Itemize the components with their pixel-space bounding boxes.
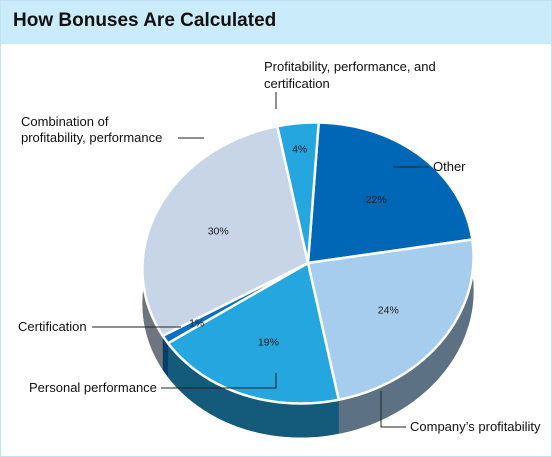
- label-ppc-line1: Profitability, performance, and: [264, 59, 436, 74]
- label-combination-line2: profitability, performance: [21, 130, 162, 145]
- label-other: Other: [433, 159, 466, 174]
- leader-company: [380, 391, 406, 428]
- slice-personal-performance-side: [168, 343, 339, 438]
- label-personal-performance: Personal performance: [29, 380, 157, 395]
- percent-label-other: 22%: [366, 194, 387, 206]
- slice-certification-side: [162, 335, 169, 378]
- slice-certification: [161, 261, 310, 345]
- slice-personal-performance: [166, 261, 340, 405]
- slice-company-profitability: [306, 238, 475, 402]
- chart-title: How Bonuses Are Calculated: [13, 10, 277, 31]
- slice-combination: [141, 124, 310, 338]
- percent-label-combination: 30%: [208, 225, 229, 237]
- label-certification: Certification: [18, 319, 87, 334]
- percent-labels: 22% 24% 19% 1% 30% 4%: [189, 143, 399, 348]
- percent-label-personal-performance: 19%: [258, 337, 279, 349]
- slice-profit-perf-cert: [276, 121, 320, 265]
- leader-personal: [161, 373, 277, 389]
- leader-lines: [92, 92, 429, 428]
- percent-label-company-profitability: 24%: [378, 305, 399, 317]
- title-bar: How Bonuses Are Calculated: [1, 1, 551, 44]
- label-company-profitability: Company’s profitability: [410, 419, 541, 434]
- pie-slices: [141, 121, 475, 405]
- slice-other: [306, 121, 474, 265]
- percent-label-certification: 1%: [189, 318, 204, 330]
- percent-label-profit-perf-cert: 4%: [292, 143, 307, 155]
- label-combination-line1: Combination of: [21, 114, 109, 129]
- label-ppc-line2: certification: [264, 76, 330, 91]
